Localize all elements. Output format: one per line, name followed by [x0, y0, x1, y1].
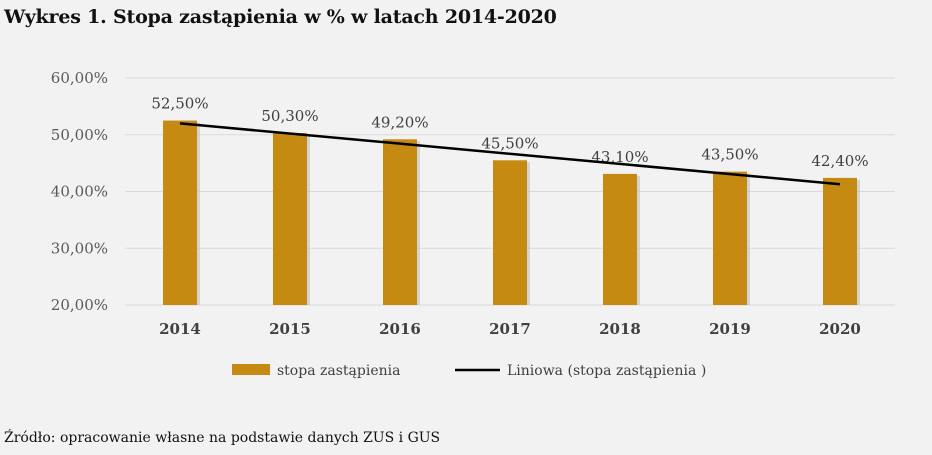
- bar: [713, 171, 747, 305]
- legend-bar-swatch: [232, 364, 270, 375]
- trendline: [179, 122, 841, 186]
- x-tick-label: 2014: [159, 320, 201, 338]
- bar: [493, 160, 527, 305]
- bar: [823, 177, 857, 305]
- bar: [163, 120, 197, 305]
- y-tick-label: 20,00%: [51, 296, 108, 314]
- data-label: 43,50%: [701, 146, 758, 164]
- data-label: 49,20%: [371, 113, 428, 131]
- legend-label-bars: stopa zastąpienia: [277, 363, 400, 379]
- chart-title: Wykres 1. Stopa zastąpienia w % w latach…: [4, 6, 557, 28]
- x-tick-label: 2016: [379, 320, 421, 338]
- data-label: 42,40%: [811, 152, 868, 170]
- y-tick-label: 30,00%: [51, 239, 108, 257]
- data-label: 50,30%: [261, 107, 318, 125]
- x-tick-label: 2015: [269, 320, 311, 338]
- data-label: 45,50%: [481, 134, 538, 152]
- y-tick-label: 50,00%: [51, 126, 108, 144]
- x-tick-label: 2020: [819, 320, 861, 338]
- bar: [603, 173, 637, 305]
- y-tick-label: 60,00%: [51, 69, 108, 87]
- data-label: 52,50%: [151, 95, 208, 113]
- bar: [383, 139, 417, 305]
- x-tick-label: 2019: [709, 320, 751, 338]
- x-tick-label: 2018: [599, 320, 641, 338]
- bar: [273, 133, 307, 305]
- y-tick-label: 40,00%: [51, 183, 108, 201]
- x-tick-label: 2017: [489, 320, 531, 338]
- legend-label-trendline: Liniowa (stopa zastąpienia ): [507, 363, 706, 379]
- source-note: Źródło: opracowanie własne na podstawie …: [4, 430, 441, 446]
